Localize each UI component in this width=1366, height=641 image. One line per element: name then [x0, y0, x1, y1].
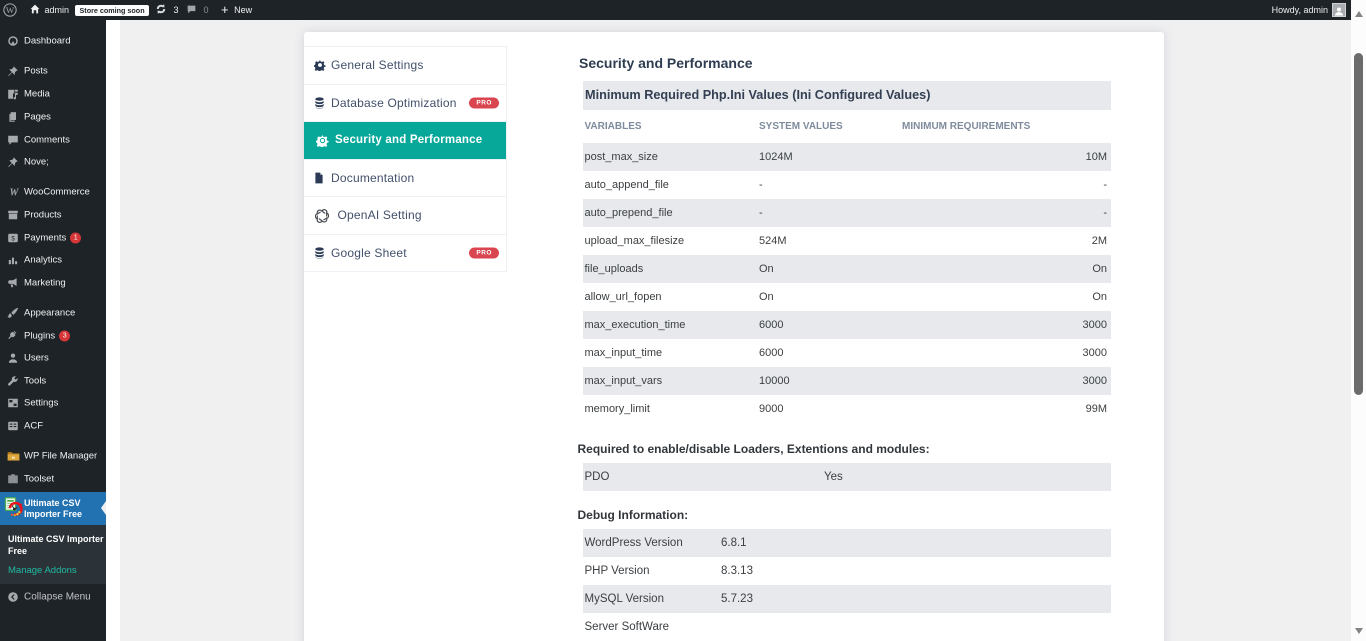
svg-text:$: $ — [11, 236, 15, 242]
svg-text:W: W — [6, 5, 15, 15]
svg-text:w: w — [12, 456, 16, 461]
svg-text:W: W — [10, 188, 20, 198]
